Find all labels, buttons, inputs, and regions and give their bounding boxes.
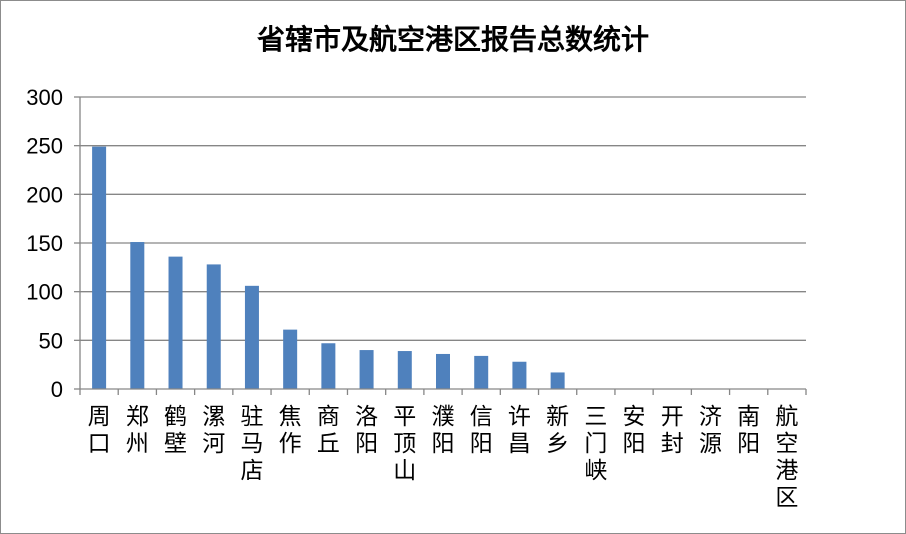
x-tick-label: 航空港区 bbox=[775, 404, 798, 511]
y-tick-label: 200 bbox=[26, 182, 63, 207]
x-axis-ticks: 周口郑州鹤壁漯河驻马店焦作商丘洛阳平顶山濮阳信阳许昌新乡三门峡安阳开封济源南阳航… bbox=[88, 404, 799, 511]
y-tick-label: 150 bbox=[26, 231, 63, 256]
y-tick-label: 250 bbox=[26, 134, 63, 159]
x-tick-label: 三门峡 bbox=[584, 404, 607, 484]
x-tick-label: 洛阳 bbox=[355, 404, 378, 457]
x-tick-label: 鹤壁 bbox=[164, 404, 187, 457]
bar bbox=[206, 264, 221, 389]
bar bbox=[436, 353, 450, 389]
y-tick-label: 50 bbox=[39, 328, 63, 353]
y-tick-label: 0 bbox=[51, 377, 63, 402]
y-axis-ticks: 0 50 100 150 200 250 300 bbox=[26, 85, 63, 402]
bar bbox=[359, 350, 374, 389]
x-tick-label: 驻马店 bbox=[240, 404, 263, 484]
x-tick-label: 许昌 bbox=[508, 404, 531, 457]
x-tick-label: 开封 bbox=[661, 404, 684, 457]
bar bbox=[168, 256, 183, 389]
x-tick-label: 濮阳 bbox=[432, 404, 455, 457]
x-tick-label: 焦作 bbox=[279, 404, 302, 457]
bar bbox=[397, 351, 412, 389]
bar bbox=[283, 329, 298, 389]
x-tick-label: 南阳 bbox=[737, 404, 760, 457]
x-tick-label: 周口 bbox=[88, 404, 111, 457]
y-tick-label: 100 bbox=[26, 280, 63, 305]
x-tick-label: 新乡 bbox=[546, 404, 569, 457]
bar bbox=[550, 372, 565, 389]
bar bbox=[321, 343, 336, 389]
bar bbox=[130, 242, 145, 389]
y-tick-label: 300 bbox=[26, 85, 63, 110]
x-tick-label: 济源 bbox=[699, 404, 722, 457]
x-tick-label: 安阳 bbox=[623, 404, 646, 457]
x-tick-label: 平顶山 bbox=[393, 404, 416, 484]
gridlines bbox=[74, 96, 806, 390]
x-tick-label: 郑州 bbox=[126, 404, 149, 457]
bar bbox=[92, 146, 107, 389]
bar bbox=[512, 361, 527, 389]
bar bbox=[474, 355, 489, 389]
x-tick-label: 漯河 bbox=[202, 404, 225, 457]
x-tick-label: 商丘 bbox=[317, 404, 340, 457]
axes bbox=[79, 97, 807, 395]
bar bbox=[244, 285, 259, 389]
chart-title: 省辖市及航空港区报告总数统计 bbox=[256, 23, 649, 56]
bars bbox=[92, 146, 565, 389]
x-tick-label: 信阳 bbox=[470, 404, 493, 457]
